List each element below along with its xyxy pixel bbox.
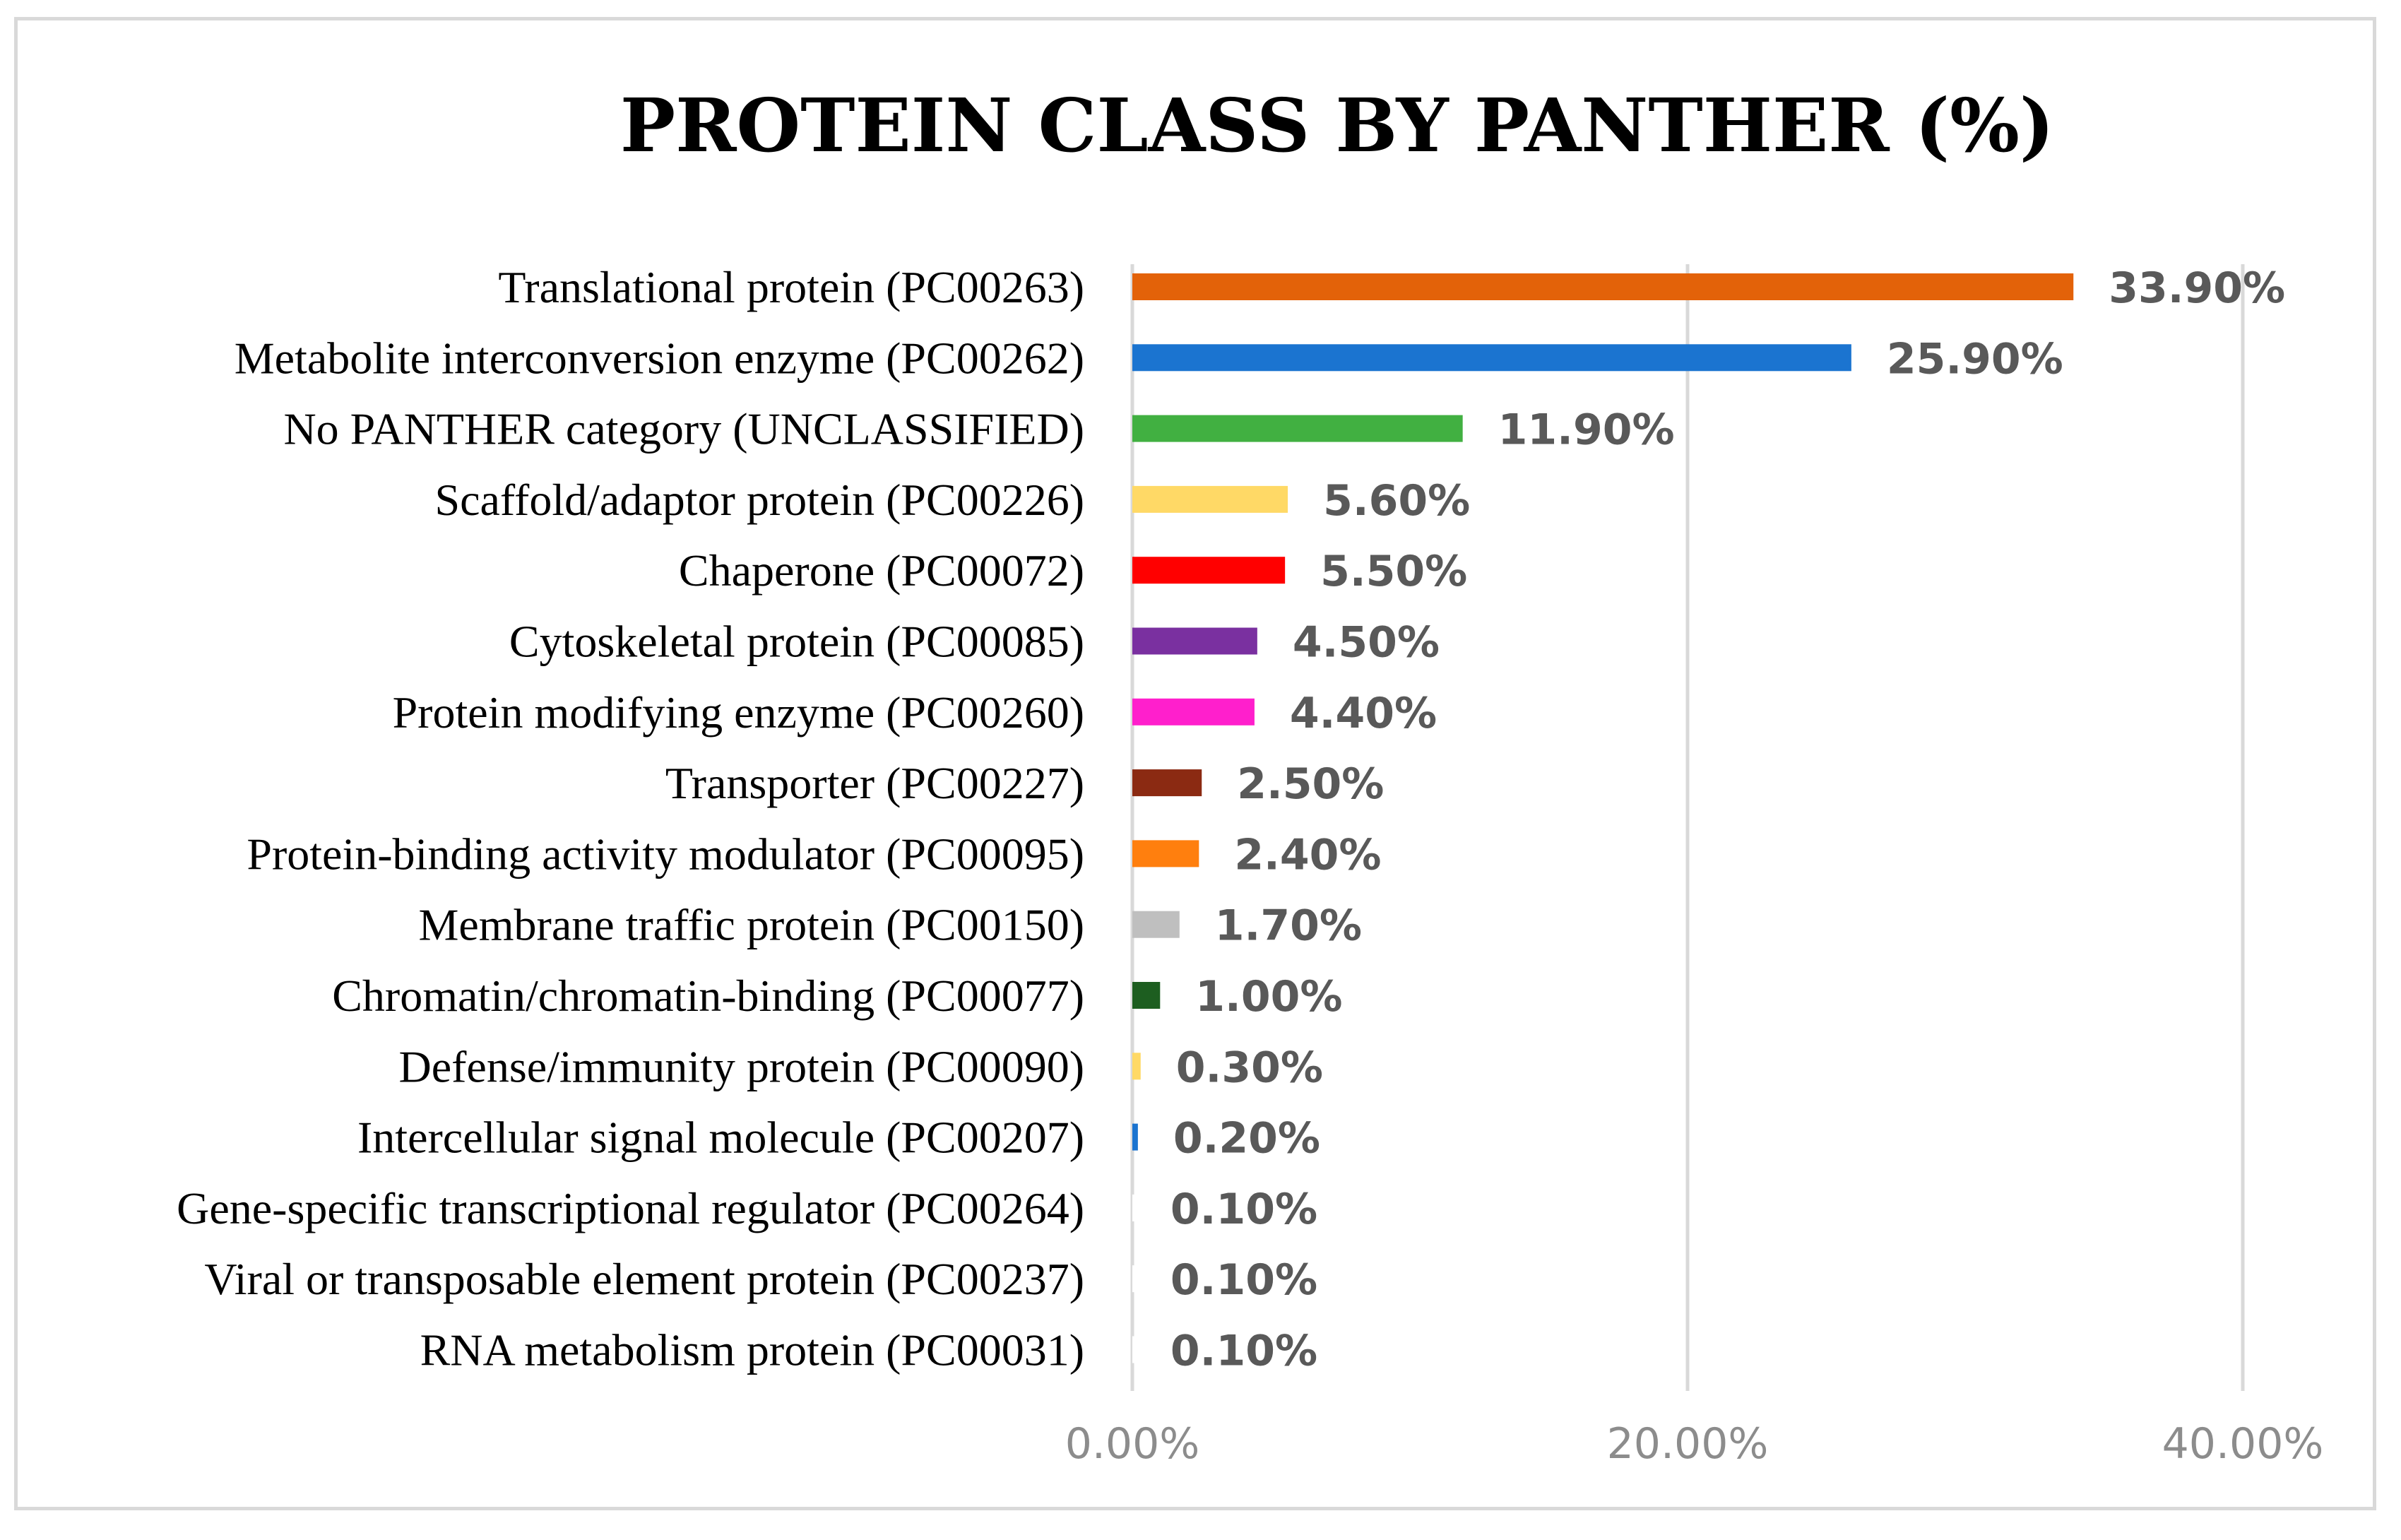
x-tick-label: 0.00% — [1065, 1419, 1200, 1469]
data-label: 33.90% — [2109, 263, 2285, 313]
category-label: Chaperone (PC00072) — [679, 545, 1084, 596]
bar — [1132, 415, 1463, 442]
category-labels: Translational protein (PC00263) Metabolit… — [177, 262, 1084, 1375]
category-label: No PANTHER category (UNCLASSIFIED) — [283, 404, 1084, 454]
bar — [1132, 1194, 1135, 1221]
data-label: 0.20% — [1173, 1114, 1320, 1163]
category-label: Metabolite interconversion enzyme (PC002… — [235, 333, 1084, 383]
data-label: 1.00% — [1195, 972, 1342, 1021]
bar — [1132, 627, 1257, 655]
chart-title: PROTEIN CLASS BY PANTHER (%) — [620, 82, 2054, 169]
category-label: Cytoskeletal protein (PC00085) — [509, 617, 1084, 667]
bar — [1132, 698, 1255, 725]
data-label: 0.10% — [1170, 1327, 1317, 1376]
category-label: Translational protein (PC00263) — [498, 262, 1084, 312]
x-axis-ticks: 0.00% 20.00% 40.00% — [1065, 1419, 2324, 1469]
chart-frame: PROTEIN CLASS BY PANTHER (%) Translation… — [14, 17, 2376, 1510]
category-label: Intercellular signal molecule (PC00207) — [357, 1113, 1084, 1163]
data-label: 2.50% — [1237, 759, 1384, 809]
data-label: 1.70% — [1215, 901, 1362, 951]
data-label: 25.90% — [1887, 334, 2063, 384]
data-label: 0.10% — [1170, 1185, 1317, 1234]
data-label: 5.50% — [1320, 547, 1467, 596]
bar-chart: PROTEIN CLASS BY PANTHER (%) Translation… — [177, 82, 2324, 1469]
bar — [1132, 1123, 1138, 1151]
bar — [1132, 982, 1161, 1009]
category-label: Gene-specific transcriptional regulator … — [177, 1183, 1084, 1233]
data-label: 2.40% — [1234, 830, 1381, 879]
category-label: Protein modifying enzyme (PC00260) — [393, 687, 1084, 738]
category-label: Protein-binding activity modulator (PC00… — [247, 829, 1084, 879]
category-label: Transporter (PC00227) — [665, 758, 1084, 808]
bar — [1132, 344, 1851, 372]
category-label: Scaffold/adaptor protein (PC00226) — [434, 475, 1084, 525]
bars — [1132, 273, 2074, 1363]
data-label: 5.60% — [1323, 476, 1470, 526]
bar — [1132, 485, 1288, 513]
category-label: Viral or transposable element protein (P… — [204, 1254, 1084, 1304]
bar — [1132, 769, 1202, 797]
data-label: 4.50% — [1293, 618, 1440, 668]
category-label: Defense/immunity protein (PC00090) — [398, 1041, 1084, 1091]
bar — [1132, 557, 1286, 584]
x-tick-label: 20.00% — [1607, 1419, 1769, 1469]
category-label: Chromatin/chromatin-binding (PC00077) — [332, 971, 1084, 1021]
value-labels: 33.90% 25.90% 11.90% 5.60% 5.50% 4.50% 4.40% 2.… — [1170, 263, 2285, 1376]
bar — [1132, 273, 2074, 300]
bar — [1132, 1053, 1141, 1080]
bar — [1132, 1265, 1135, 1293]
category-label: Membrane traffic protein (PC00150) — [418, 900, 1084, 950]
bar — [1132, 840, 1199, 867]
x-tick-label: 40.00% — [2162, 1419, 2324, 1469]
data-label: 0.30% — [1176, 1043, 1323, 1092]
data-label: 11.90% — [1498, 405, 1675, 455]
category-label: RNA metabolism protein (PC00031) — [420, 1325, 1084, 1375]
bar — [1132, 911, 1180, 938]
data-label: 0.10% — [1170, 1255, 1317, 1305]
bar — [1132, 1336, 1135, 1363]
data-label: 4.40% — [1290, 689, 1437, 738]
